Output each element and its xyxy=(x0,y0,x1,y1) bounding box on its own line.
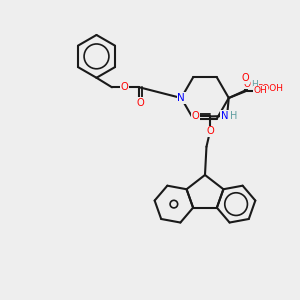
Text: N: N xyxy=(177,93,185,103)
Text: O: O xyxy=(244,80,251,89)
Text: O: O xyxy=(206,126,214,136)
Text: N: N xyxy=(221,111,229,121)
Text: O: O xyxy=(121,82,128,92)
Text: H: H xyxy=(230,111,238,122)
Text: O: O xyxy=(191,111,199,122)
Text: OH: OH xyxy=(254,86,268,95)
Text: O: O xyxy=(137,98,145,108)
Text: O: O xyxy=(242,73,250,83)
Text: COOH: COOH xyxy=(256,84,283,93)
Text: H: H xyxy=(251,80,258,89)
